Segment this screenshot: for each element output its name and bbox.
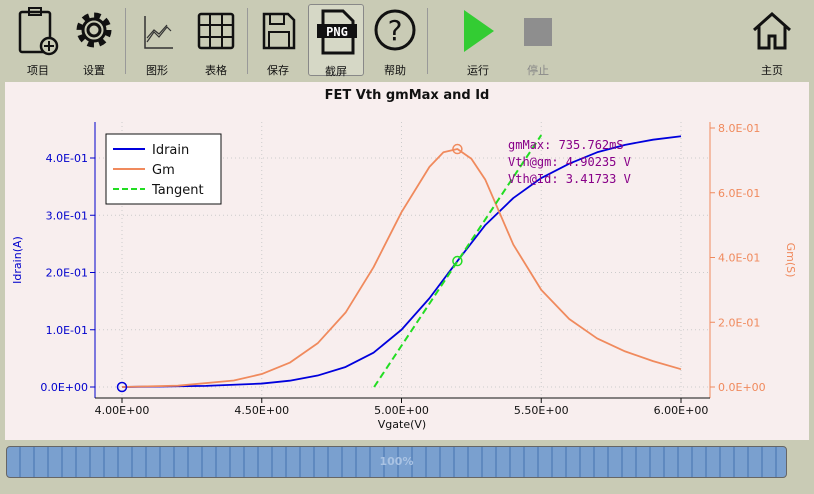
help-label: 帮助	[384, 64, 406, 77]
x-tick-label: 5.50E+00	[514, 404, 569, 417]
chart-title: FET Vth gmMax and Id	[325, 88, 490, 103]
series-gm	[121, 148, 682, 388]
progress-bar: 100%	[6, 446, 787, 478]
settings-label: 设置	[83, 64, 105, 77]
stop-icon	[524, 18, 552, 46]
toolbar: 项目 设置 图形 表格 保存 PNG 截屏 ? 帮助 运行 停止 主页	[0, 0, 814, 80]
help-icon: ?	[374, 9, 416, 51]
project-button[interactable]: 项目	[10, 4, 66, 77]
y-tick-label: 0.0E+00	[40, 381, 88, 394]
svg-text:PNG: PNG	[326, 25, 348, 39]
separator	[125, 8, 126, 74]
marker-gm	[452, 143, 463, 155]
home-button[interactable]: 主页	[744, 4, 800, 77]
project-label: 项目	[27, 64, 49, 77]
save-button[interactable]: 保存	[250, 4, 306, 77]
gear-icon	[76, 12, 112, 48]
floppy-save-icon	[262, 12, 296, 50]
annotation: Vth@gm: 4.90235 V	[508, 155, 631, 169]
legend-label: Tangent	[151, 183, 204, 198]
graph-label: 图形	[146, 64, 168, 77]
stop-button[interactable]: 停止	[510, 4, 566, 77]
table-button[interactable]: 表格	[188, 4, 244, 77]
separator	[427, 8, 428, 74]
screenshot-button[interactable]: PNG 截屏	[308, 4, 364, 78]
marker-idrain	[116, 381, 128, 393]
play-icon	[464, 10, 494, 52]
annotation: Vth@Id: 3.41733 V	[508, 172, 631, 186]
svg-text:?: ?	[388, 14, 403, 47]
x-tick-label: 4.00E+00	[95, 404, 150, 417]
chart-panel: FET Vth gmMax and Id 4.00E+00 4.50E+00 5.00…	[5, 82, 809, 440]
x-tick-label: 4.50E+00	[234, 404, 289, 417]
table-grid-icon	[197, 12, 235, 50]
y2-tick-label: 8.0E-01	[718, 122, 760, 135]
y-tick-label: 3.0E-01	[46, 209, 88, 222]
x-axis-label: Vgate(V)	[378, 418, 426, 431]
settings-button[interactable]: 设置	[66, 4, 122, 77]
y2-tick-label: 4.0E-01	[718, 252, 760, 265]
line-chart-icon	[144, 16, 173, 49]
stop-label: 停止	[527, 64, 549, 77]
x-tick-label: 6.00E+00	[654, 404, 709, 417]
y2-tick-label: 6.0E-01	[718, 187, 760, 200]
help-button[interactable]: ? 帮助	[367, 4, 423, 77]
save-label: 保存	[267, 64, 289, 77]
y-axis-label: Idrain(A)	[11, 236, 24, 284]
progress-label: 100%	[379, 455, 414, 468]
annotation: gmMax: 735.762mS	[508, 138, 624, 152]
run-button[interactable]: 运行	[450, 4, 506, 77]
separator	[247, 8, 248, 74]
home-icon	[753, 11, 791, 50]
x-tick-label: 5.00E+00	[374, 404, 429, 417]
screenshot-label: 截屏	[325, 65, 347, 78]
png-file-icon: PNG	[317, 9, 357, 55]
home-label: 主页	[761, 64, 783, 77]
clipboard-add-icon	[18, 7, 59, 56]
y-tick-label: 4.0E-01	[46, 152, 88, 165]
y-tick-label: 1.0E-01	[46, 324, 88, 337]
run-label: 运行	[467, 64, 489, 77]
fet-chart: FET Vth gmMax and Id 4.00E+00 4.50E+00 5.00…	[11, 88, 797, 431]
graph-button[interactable]: 图形	[129, 4, 185, 77]
legend-label: Idrain	[152, 143, 189, 158]
series-tangent	[373, 134, 543, 388]
series-idrain	[121, 135, 682, 388]
table-label: 表格	[205, 64, 227, 77]
y2-tick-label: 0.0E+00	[718, 381, 766, 394]
y2-tick-label: 2.0E-01	[718, 316, 760, 329]
legend-label: Gm	[152, 163, 175, 178]
marker-idrain	[452, 255, 463, 267]
y-tick-label: 2.0E-01	[46, 267, 88, 280]
y2-axis-label: Gm(S)	[784, 243, 797, 278]
